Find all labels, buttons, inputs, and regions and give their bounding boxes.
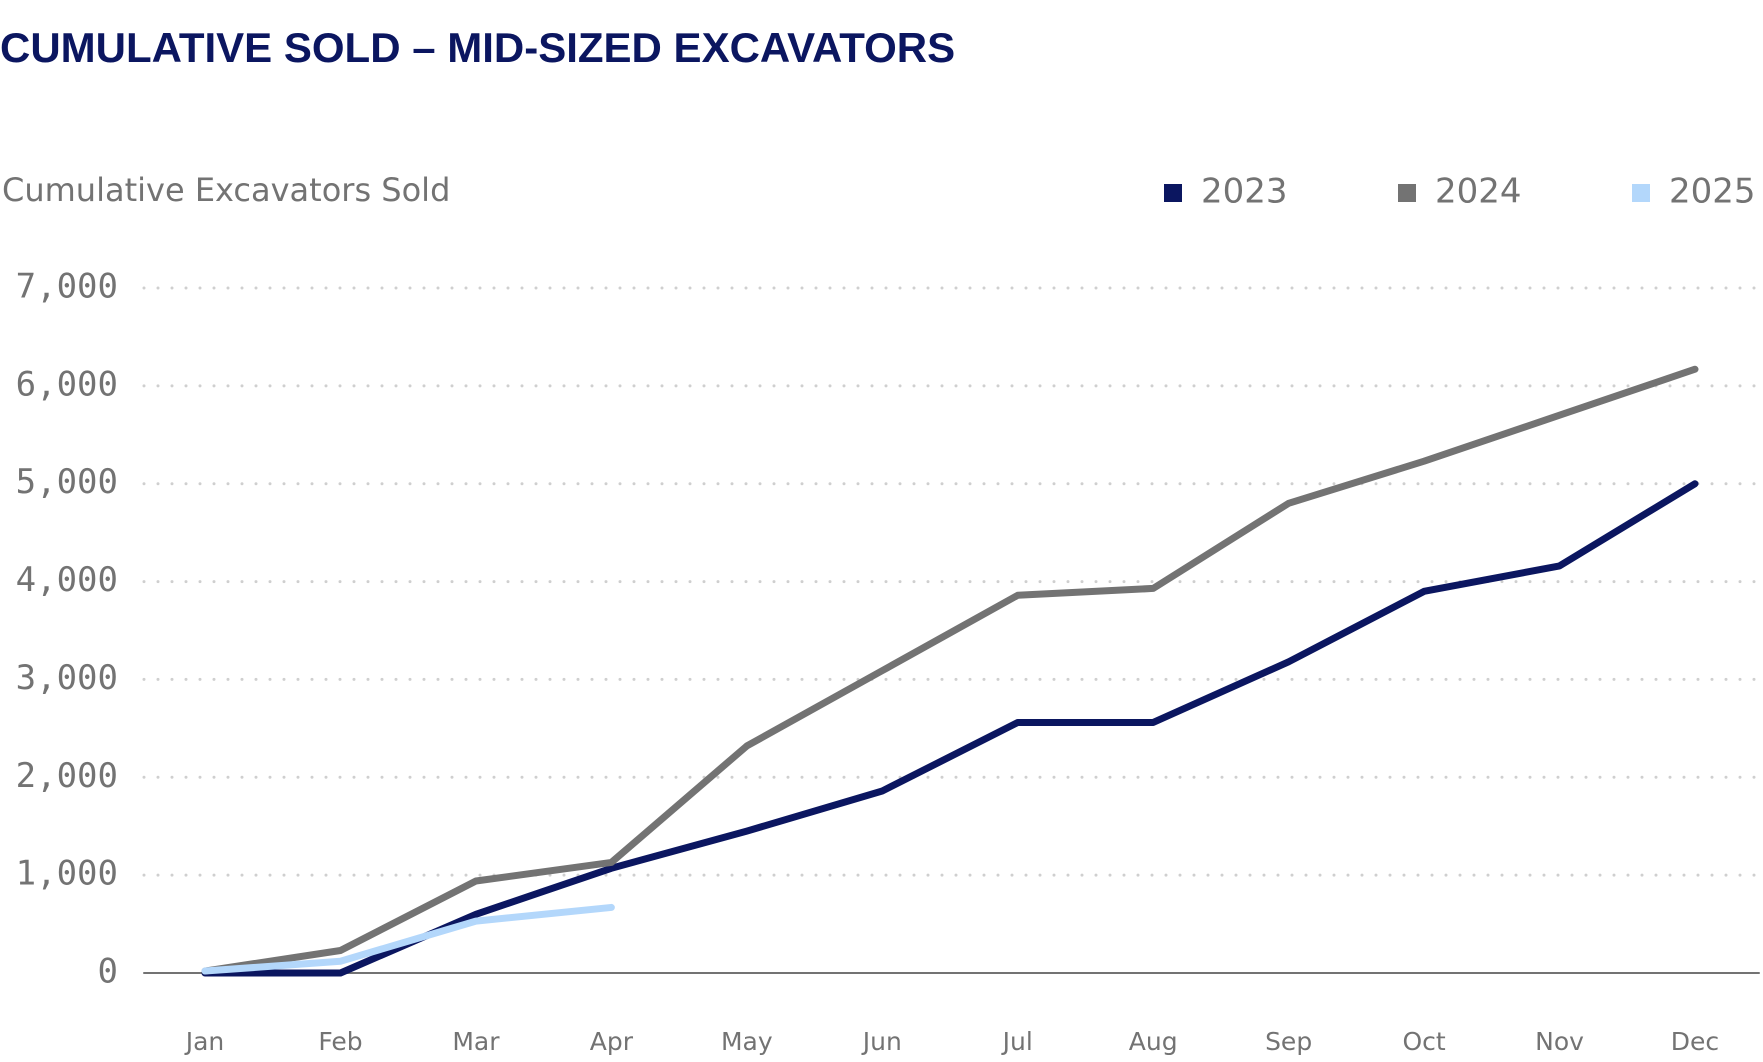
legend-label: 2023: [1201, 172, 1288, 212]
legend-swatch: [1632, 184, 1650, 202]
x-tick-label: Jun: [861, 1027, 902, 1056]
x-tick-label: Mar: [452, 1027, 500, 1056]
x-tick-label: Dec: [1671, 1027, 1719, 1056]
y-tick-label: 5,000: [16, 462, 118, 502]
legend-label: 2025: [1669, 172, 1756, 212]
legend-swatch: [1398, 184, 1416, 202]
y-tick-label: 3,000: [16, 658, 118, 698]
x-tick-label: Aug: [1129, 1027, 1178, 1056]
series-line: [201, 903, 615, 975]
x-tick-label: Feb: [318, 1027, 362, 1056]
series-line: [201, 365, 1699, 975]
chart-title: CUMULATIVE SOLD – MID-SIZED EXCAVATORS: [0, 24, 955, 71]
x-tick-label: Nov: [1535, 1027, 1584, 1056]
y-tick-label: 2,000: [16, 756, 118, 796]
y-tick-label: 0: [98, 952, 118, 992]
legend-swatch: [1164, 184, 1182, 202]
x-tick-label: May: [721, 1027, 773, 1056]
y-axis-label: Cumulative Excavators Sold: [2, 171, 450, 209]
legend-label: 2024: [1435, 172, 1522, 212]
y-tick-label: 7,000: [16, 267, 118, 307]
x-tick-label: Jul: [1001, 1027, 1033, 1056]
y-tick-label: 6,000: [16, 364, 118, 404]
y-tick-label: 1,000: [16, 854, 118, 894]
x-tick-label: Apr: [590, 1027, 634, 1056]
series-line: [201, 480, 1699, 977]
x-tick-label: Sep: [1265, 1027, 1312, 1056]
x-tick-label: Oct: [1402, 1027, 1445, 1056]
x-tick-label: Jan: [184, 1027, 225, 1056]
y-tick-label: 4,000: [16, 560, 118, 600]
